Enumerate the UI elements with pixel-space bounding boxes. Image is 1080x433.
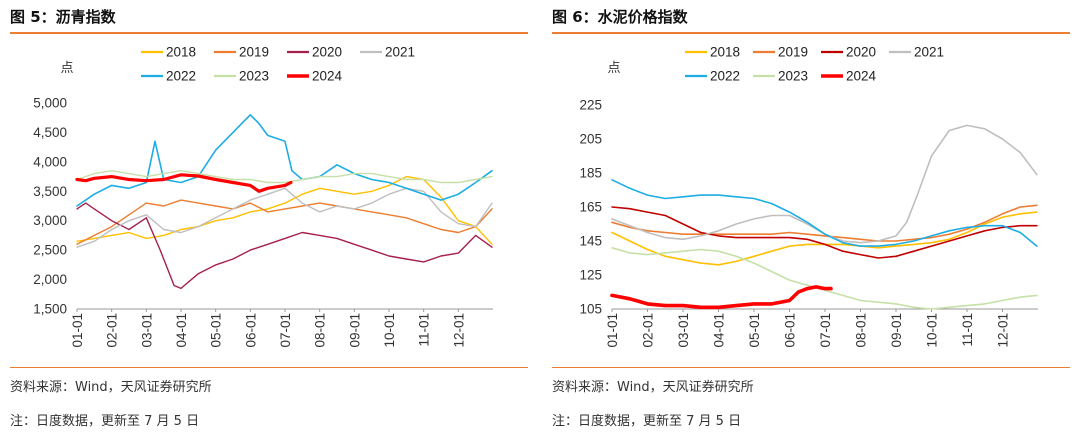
series-line-2020 (76, 202, 493, 290)
title-divider (552, 32, 1070, 34)
y-tick-label: 5,000 (33, 96, 67, 111)
series-line-2020 (611, 206, 1038, 259)
legend-label: 2018 (166, 45, 196, 60)
x-tick-label: 10-01 (925, 313, 940, 348)
figure-title: 图 6：水泥价格指数 (552, 8, 688, 26)
x-tick-label: 12-01 (996, 313, 1011, 348)
x-tick-label: 02-01 (641, 313, 656, 348)
x-tick-label: 04-01 (174, 313, 189, 348)
legend-item-2018: 2018 (141, 45, 196, 60)
legend-label: 2020 (312, 45, 342, 60)
y-axis-unit-label: 点 (60, 60, 73, 75)
source-note: 资料来源：Wind，天风证券研究所 (552, 380, 754, 395)
legend-item-2023: 2023 (753, 69, 808, 84)
legend-item-2021: 2021 (889, 45, 944, 60)
legend-label: 2020 (846, 45, 876, 60)
title-divider (10, 32, 528, 34)
footer-divider (10, 367, 528, 368)
chart-panel-cement: 图 6：水泥价格指数 点 105 125 145 165 185 205 225 01-01 02… (552, 0, 1078, 433)
y-tick-label: 105 (579, 302, 602, 317)
cement-price-index-chart: 点 105 125 145 165 185 205 225 01-01 02-01 03-01 04-… (579, 45, 1038, 348)
x-tick-label: 01-01 (70, 313, 85, 348)
legend-label: 2022 (166, 69, 196, 84)
x-tick-label: 06-01 (783, 313, 798, 348)
series-line-2024 (610, 285, 833, 310)
y-tick-label: 185 (579, 166, 602, 181)
legend-item-2022: 2022 (141, 69, 196, 84)
series-line-2019 (76, 199, 493, 246)
x-tick-label: 07-01 (278, 313, 293, 348)
y-tick-label: 1,500 (33, 302, 67, 317)
x-tick-label: 05-01 (209, 313, 224, 348)
legend-label: 2018 (710, 45, 740, 60)
legend-item-2020: 2020 (287, 45, 342, 60)
legend-item-2021: 2021 (360, 45, 415, 60)
footer-divider (552, 367, 1070, 368)
y-tick-label: 165 (579, 200, 602, 215)
series-line-2021 (76, 187, 493, 248)
legend-label: 2022 (710, 69, 740, 84)
legend-label: 2021 (385, 45, 415, 60)
y-tick-label: 3,500 (33, 184, 67, 199)
legend-label: 2024 (846, 69, 877, 84)
x-tick-label: 10-01 (382, 313, 397, 348)
legend-label: 2024 (312, 69, 343, 84)
x-tick-label: 03-01 (676, 313, 691, 348)
series-line-2022 (611, 179, 1038, 247)
y-tick-label: 125 (579, 268, 602, 283)
x-tick-label: 08-01 (854, 313, 869, 348)
y-tick-label: 225 (579, 98, 602, 113)
legend-label: 2019 (778, 45, 808, 60)
legend-label: 2023 (778, 69, 808, 84)
x-tick-label: 09-01 (889, 313, 904, 348)
x-tick-label: 11-01 (417, 313, 432, 347)
series-line-2023 (76, 169, 493, 184)
y-axis-unit-label: 点 (607, 60, 620, 75)
legend-label: 2019 (239, 45, 269, 60)
y-tick-label: 2,000 (33, 272, 67, 287)
series-line-2021 (611, 124, 1038, 244)
legend-label: 2021 (914, 45, 944, 60)
series-line-2023 (611, 247, 1038, 310)
legend-item-2024: 2024 (821, 69, 877, 84)
y-tick-label: 4,000 (33, 154, 67, 169)
series-line-2024 (75, 173, 293, 193)
update-note: 注：日度数据，更新至 7 月 5 日 (552, 414, 742, 429)
figure-title: 图 5：沥青指数 (10, 8, 116, 26)
x-tick-label: 11-01 (960, 313, 975, 347)
x-tick-label: 05-01 (747, 313, 762, 348)
asphalt-index-chart: 点 1,500 2,000 2,500 3,000 3,500 4,000 4,500 5,00… (33, 45, 493, 348)
y-tick-label: 3,000 (33, 213, 67, 228)
x-tick-label: 03-01 (139, 313, 154, 348)
series-line-2019 (611, 204, 1038, 242)
update-note: 注：日度数据，更新至 7 月 5 日 (10, 414, 200, 429)
legend-item-2018: 2018 (685, 45, 740, 60)
legend-item-2022: 2022 (685, 69, 740, 84)
x-tick-label: 09-01 (347, 313, 362, 348)
legend-item-2024: 2024 (287, 69, 343, 84)
x-tick-label: 08-01 (313, 313, 328, 348)
source-note: 资料来源：Wind，天风证券研究所 (10, 380, 212, 395)
x-tick-label: 02-01 (105, 313, 120, 348)
x-tick-label: 01-01 (605, 313, 620, 348)
chart-panel-asphalt: 图 5：沥青指数 点 1,500 2,000 2,500 3,000 3,500 4,000… (10, 0, 536, 433)
x-tick-label: 04-01 (712, 313, 727, 348)
legend-item-2019: 2019 (214, 45, 269, 60)
y-tick-label: 4,500 (33, 125, 67, 140)
y-tick-label: 145 (579, 234, 602, 249)
series-line-2022 (76, 114, 493, 207)
x-tick-label: 12-01 (451, 313, 466, 348)
y-tick-label: 205 (579, 132, 602, 147)
x-tick-label: 07-01 (818, 313, 833, 348)
legend-item-2019: 2019 (753, 45, 808, 60)
legend-label: 2023 (239, 69, 269, 84)
legend-item-2020: 2020 (821, 45, 876, 60)
x-tick-label: 06-01 (243, 313, 258, 348)
y-tick-label: 2,500 (33, 243, 67, 258)
legend-item-2023: 2023 (214, 69, 269, 84)
